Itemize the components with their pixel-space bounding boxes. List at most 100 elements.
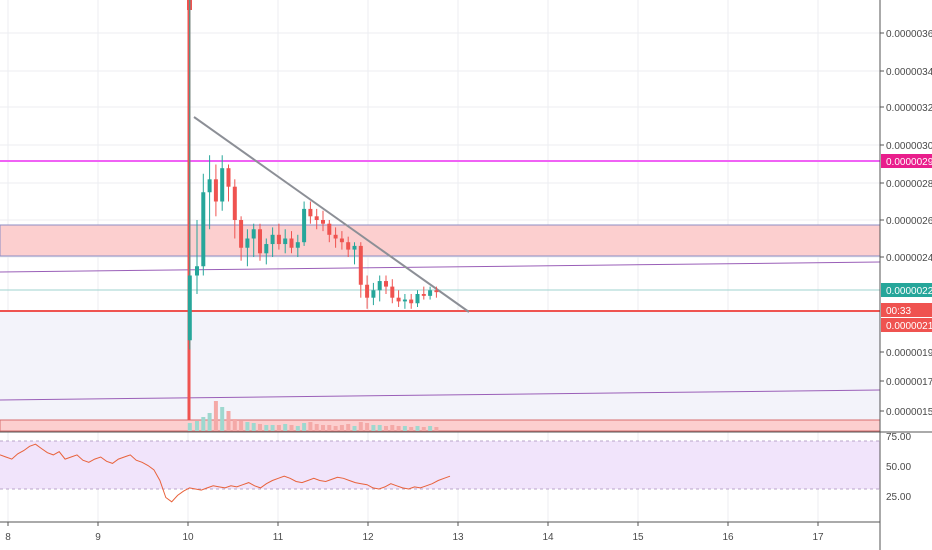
candle-body xyxy=(421,294,426,296)
candle-body xyxy=(346,242,351,250)
volume-bar xyxy=(321,425,325,431)
volume-bar xyxy=(207,413,212,431)
volume-bar xyxy=(371,425,376,431)
volume-bar xyxy=(270,425,275,431)
volume-bar xyxy=(289,425,294,431)
volume-bar xyxy=(377,425,382,431)
rsi-tick-label: 25.00 xyxy=(886,492,911,503)
volume-bar xyxy=(201,417,206,431)
candle-body xyxy=(339,238,344,243)
support-zone xyxy=(0,419,881,432)
candle-body xyxy=(187,275,192,341)
candle-body xyxy=(195,266,199,276)
candle-body xyxy=(245,238,250,248)
volume-bar xyxy=(251,423,256,431)
candle-body xyxy=(264,244,269,254)
volume-bar xyxy=(333,426,338,431)
candle-body xyxy=(308,208,313,217)
price-marker-label: 0.00000222 xyxy=(886,286,932,297)
x-tick-label: 16 xyxy=(722,532,734,543)
volume-bar xyxy=(421,427,426,431)
trend-lines[interactable] xyxy=(0,116,881,401)
price-marker-label: 00:33 xyxy=(886,306,911,317)
candle-body xyxy=(220,168,225,202)
price-tick-label: 0.00000159 xyxy=(886,407,932,418)
volume-bar xyxy=(327,425,332,431)
price-candles[interactable] xyxy=(187,0,439,420)
volume-bar xyxy=(409,427,414,431)
price-tick-label: 0.00000175 xyxy=(886,377,932,388)
candle-body xyxy=(371,290,376,298)
volume-bar xyxy=(339,425,344,431)
candle-body xyxy=(232,186,237,220)
candle-body xyxy=(428,290,433,296)
x-tick-label: 10 xyxy=(182,532,194,543)
volume-bar xyxy=(264,425,269,431)
volume-bar xyxy=(308,422,313,431)
candle-body xyxy=(289,238,294,248)
candle-body xyxy=(434,290,439,293)
candle-body xyxy=(333,234,338,239)
channel-line-lower xyxy=(0,389,881,401)
volume-bar xyxy=(346,424,351,431)
price-marker-badge xyxy=(881,154,932,168)
volume-bar xyxy=(302,423,307,431)
volume-bar xyxy=(415,426,420,431)
resistance-zone xyxy=(0,224,881,257)
x-tick-label: 11 xyxy=(273,532,284,543)
volume-bars xyxy=(187,401,439,431)
x-tick-label: 13 xyxy=(452,532,464,543)
price-marker-label: 0.00000291 xyxy=(886,157,932,168)
candle-body xyxy=(365,284,370,298)
range-shade xyxy=(0,312,880,420)
price-marker-label: 0.00000212 xyxy=(886,321,932,332)
candle-body xyxy=(302,208,307,243)
volume-bar xyxy=(232,419,237,431)
volume-bar xyxy=(434,427,439,431)
rsi-panel[interactable] xyxy=(0,440,880,503)
candle-body xyxy=(415,294,420,304)
candle-body xyxy=(270,234,275,245)
rsi-tick-label: 50.00 xyxy=(886,462,911,473)
candle-body xyxy=(402,299,407,302)
price-marker-badge xyxy=(881,283,932,297)
candle-body xyxy=(251,229,256,239)
volume-bar xyxy=(226,411,231,431)
candle-body xyxy=(295,242,300,248)
volume-bar xyxy=(384,426,388,431)
candle-body xyxy=(409,299,414,304)
candle-body xyxy=(390,286,395,298)
x-tick-label: 9 xyxy=(95,532,101,543)
candle-body xyxy=(377,281,382,291)
volume-bar xyxy=(245,422,250,431)
candle-body xyxy=(384,281,388,287)
candle-body xyxy=(258,229,262,254)
candle-body xyxy=(213,179,218,202)
candle-body xyxy=(352,245,357,250)
rsi-line xyxy=(0,443,451,503)
candle-body xyxy=(283,238,288,245)
volume-bar xyxy=(428,426,433,431)
candle-body xyxy=(226,168,231,187)
candle-body xyxy=(396,297,401,302)
volume-bar xyxy=(390,425,395,431)
candle-body xyxy=(276,234,281,245)
volume-bar xyxy=(358,422,363,431)
support-resistance-zones[interactable] xyxy=(0,224,881,432)
x-tick-label: 15 xyxy=(632,532,644,543)
price-marker-badge xyxy=(881,318,932,332)
volume-bar xyxy=(365,423,370,431)
volume-bar xyxy=(352,426,357,431)
candle-body xyxy=(207,179,212,193)
candle-body xyxy=(327,223,332,235)
candle-body xyxy=(314,216,319,220)
volume-bar xyxy=(295,426,300,431)
volume-bar xyxy=(187,423,192,431)
